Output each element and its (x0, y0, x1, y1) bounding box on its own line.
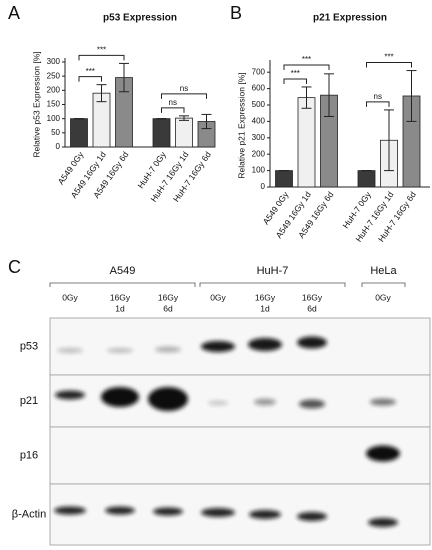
significance-label: *** (291, 69, 300, 78)
band (54, 506, 86, 515)
y-tick-label: 0 (261, 182, 266, 191)
group-label: A549 (110, 265, 136, 277)
y-tick-label: 0 (56, 142, 61, 151)
band (208, 400, 228, 406)
chart-title: p21 Expression (313, 13, 387, 24)
lane-label: 0Gy (375, 292, 391, 302)
band (370, 398, 396, 406)
y-tick-label: 500 (252, 100, 266, 109)
significance-bracket (283, 64, 330, 70)
band (297, 336, 327, 349)
y-tick-label: 50 (51, 128, 60, 137)
lane-label: 1d (115, 303, 125, 313)
row-label: p16 (20, 449, 38, 461)
significance-bracket (161, 107, 185, 113)
error-bar (96, 84, 107, 103)
significance-label: *** (302, 55, 311, 64)
significance-bracket (283, 78, 307, 84)
y-tick-label: 200 (252, 149, 266, 158)
bar (297, 97, 316, 188)
band (107, 348, 133, 353)
row-label: β-Actin (12, 508, 46, 520)
y-tick-label: 300 (47, 57, 61, 66)
panel-letter: B (230, 3, 242, 23)
row-label: p53 (20, 340, 38, 352)
significance-bracket (366, 101, 390, 107)
significance-label: *** (384, 53, 393, 62)
y-tick-label: 200 (47, 85, 61, 94)
lane-label: 6d (163, 303, 173, 313)
significance-bracket (366, 62, 412, 68)
lane-label: 16Gy (255, 292, 276, 302)
blot-strip (49, 483, 431, 546)
y-axis-label: Relative p53 Expression [%] (31, 51, 41, 157)
significance-bracket (161, 93, 207, 99)
group-label: HeLa (370, 265, 397, 277)
band (201, 341, 235, 352)
band (101, 387, 139, 407)
significance-bracket (78, 76, 102, 82)
lane-label: 6d (307, 303, 317, 313)
panel-letter: A (8, 3, 20, 23)
y-tick-label: 150 (47, 100, 61, 109)
band (368, 518, 398, 527)
chart-title: p53 Expression (103, 13, 177, 24)
bar (175, 117, 193, 148)
significance-label: ns (374, 92, 382, 101)
significance-label: *** (86, 67, 95, 76)
band (55, 390, 85, 400)
panel-letter: C (8, 257, 21, 277)
group-bracket (361, 282, 406, 287)
error-bar (384, 109, 394, 172)
bar (152, 118, 171, 148)
band (105, 506, 135, 515)
bar (357, 170, 376, 188)
group-label: HuH-7 (257, 265, 289, 277)
lane-label: 0Gy (210, 292, 226, 302)
error-bar (301, 86, 312, 109)
y-tick-label: 300 (252, 133, 266, 142)
band (254, 398, 276, 406)
lane-label: 16Gy (158, 292, 179, 302)
lane-label: 16Gy (110, 292, 131, 302)
band (153, 507, 183, 516)
error-bar (179, 115, 189, 121)
y-axis-label: Relative p21 Expression [%] (236, 72, 246, 178)
y-tick-label: 100 (252, 166, 266, 175)
group-bracket (199, 282, 346, 287)
band (299, 399, 325, 409)
band (155, 346, 181, 353)
band (249, 510, 281, 519)
error-bar (324, 73, 334, 117)
band (57, 348, 83, 353)
bar (70, 118, 88, 148)
lane-label: 16Gy (302, 292, 323, 302)
band (148, 387, 188, 411)
significance-bracket (78, 54, 125, 61)
error-bar (119, 62, 129, 93)
row-label: p21 (20, 395, 38, 407)
band (366, 445, 400, 462)
group-bracket (49, 282, 196, 287)
error-bar (406, 70, 417, 122)
band (248, 338, 282, 351)
y-tick-label: 400 (252, 117, 266, 126)
y-tick-label: 600 (252, 84, 266, 93)
significance-label: ns (180, 84, 188, 93)
significance-label: ns (169, 98, 177, 107)
band (201, 508, 235, 517)
y-tick-label: 700 (252, 67, 266, 76)
y-tick-label: 250 (47, 71, 61, 80)
error-bar (201, 113, 212, 130)
significance-label: *** (97, 46, 106, 55)
y-tick-label: 100 (47, 114, 61, 123)
blot-strip (49, 317, 431, 376)
lane-label: 0Gy (62, 292, 78, 302)
lane-label: 1d (260, 303, 270, 313)
band (297, 512, 327, 521)
bar (275, 170, 293, 188)
